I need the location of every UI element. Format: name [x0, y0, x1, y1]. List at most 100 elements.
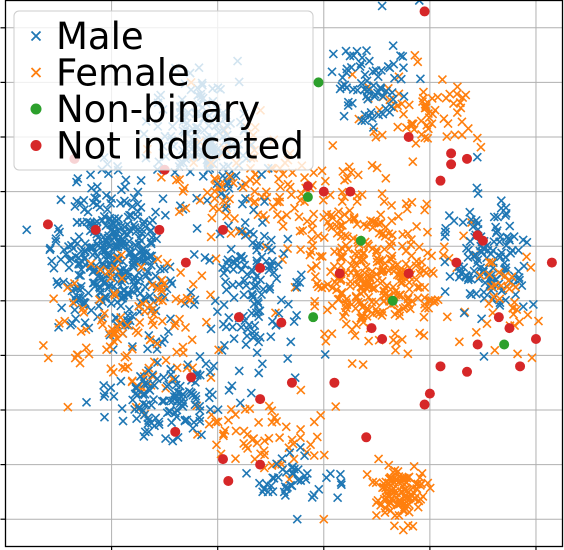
data-point — [337, 287, 347, 297]
data-point — [378, 91, 388, 101]
data-point — [191, 391, 201, 401]
data-point — [390, 345, 401, 355]
data-point — [247, 435, 257, 445]
data-point — [186, 287, 196, 297]
data-point — [397, 241, 407, 251]
data-point — [289, 316, 299, 327]
data-point — [407, 296, 417, 306]
data-point — [79, 195, 89, 205]
data-point — [302, 468, 312, 478]
data-point — [248, 238, 258, 248]
data-point — [248, 229, 259, 239]
data-point — [99, 308, 109, 318]
data-point — [285, 182, 295, 192]
data-point — [306, 264, 316, 274]
data-point — [257, 218, 267, 228]
data-point — [345, 206, 355, 216]
data-point — [56, 195, 66, 205]
data-point — [80, 247, 90, 257]
data-point — [283, 234, 293, 244]
data-point — [204, 419, 214, 429]
data-point — [88, 242, 98, 253]
data-point — [154, 224, 165, 235]
data-point — [120, 285, 130, 295]
data-point — [208, 203, 218, 213]
data-point — [440, 287, 450, 297]
data-point — [458, 217, 468, 227]
data-point — [267, 406, 277, 416]
data-point — [171, 175, 181, 185]
data-point — [362, 469, 372, 480]
data-point — [391, 488, 402, 498]
data-point — [361, 45, 372, 56]
data-point — [235, 398, 245, 408]
data-point — [211, 417, 221, 427]
data-point — [263, 487, 273, 497]
data-point — [457, 130, 467, 140]
data-point — [227, 381, 237, 391]
legend-label: Not indicated — [56, 125, 304, 168]
data-point — [209, 361, 219, 371]
data-point — [57, 303, 67, 313]
data-point — [366, 107, 376, 118]
data-point — [256, 169, 267, 180]
data-point — [124, 210, 135, 220]
data-point — [151, 207, 161, 217]
data-point — [176, 267, 186, 278]
data-point — [247, 289, 257, 299]
data-point — [121, 198, 131, 208]
data-point — [353, 170, 363, 180]
data-point — [319, 450, 329, 460]
data-point — [71, 314, 81, 324]
data-point — [423, 248, 433, 258]
data-point — [205, 255, 215, 265]
data-point — [207, 213, 217, 223]
data-point — [504, 233, 514, 243]
data-point — [219, 340, 229, 350]
legend-item: Male — [30, 15, 144, 58]
data-point — [117, 273, 127, 284]
data-point — [427, 119, 437, 129]
data-point — [472, 152, 482, 162]
data-point — [438, 250, 448, 260]
axis-ticks — [0, 27, 537, 550]
data-point — [279, 249, 289, 259]
data-point — [335, 84, 345, 94]
data-point — [49, 263, 59, 273]
data-point — [335, 469, 345, 479]
data-point — [222, 258, 232, 268]
data-point — [495, 294, 505, 304]
data-point — [374, 219, 384, 229]
data-point — [419, 399, 430, 410]
data-point — [127, 376, 137, 386]
data-point — [42, 219, 53, 230]
data-point — [354, 273, 364, 283]
data-point — [218, 431, 228, 441]
data-point — [320, 349, 330, 359]
data-point — [361, 262, 371, 272]
data-point — [450, 130, 460, 140]
data-point — [295, 278, 305, 288]
plot-frame — [4, 0, 564, 548]
data-point — [269, 267, 279, 277]
data-point — [319, 514, 329, 524]
data-point — [281, 422, 291, 432]
data-point — [518, 302, 528, 312]
data-point — [379, 244, 389, 254]
data-point — [61, 250, 71, 260]
data-point — [106, 273, 116, 283]
data-point — [240, 230, 250, 240]
data-point — [403, 349, 413, 359]
data-point — [255, 263, 266, 274]
data-point — [476, 263, 486, 273]
data-point — [373, 72, 383, 82]
data-point — [139, 244, 149, 254]
data-point — [329, 261, 339, 271]
data-point — [162, 258, 172, 268]
legend-label: Female — [56, 52, 190, 95]
data-point — [395, 51, 406, 61]
data-point — [195, 195, 205, 205]
data-point — [252, 245, 262, 255]
data-point — [390, 465, 400, 476]
